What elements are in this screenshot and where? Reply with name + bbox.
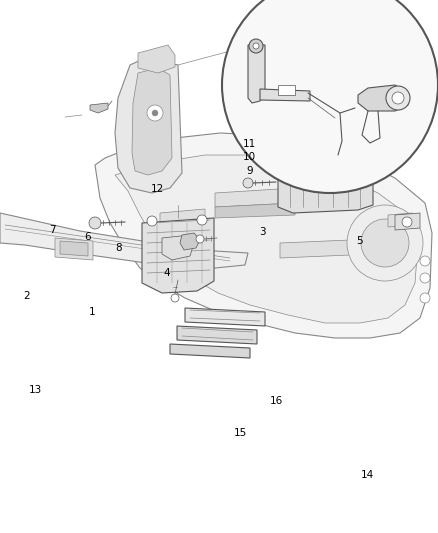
Circle shape (253, 43, 259, 49)
Polygon shape (185, 308, 265, 326)
Polygon shape (280, 240, 350, 258)
Polygon shape (95, 133, 432, 338)
Polygon shape (162, 235, 194, 260)
Circle shape (361, 219, 409, 267)
Circle shape (420, 293, 430, 303)
Polygon shape (278, 85, 295, 95)
Circle shape (89, 217, 101, 229)
Text: 16: 16 (269, 396, 283, 406)
Circle shape (196, 235, 204, 243)
Polygon shape (115, 58, 182, 193)
Text: 2: 2 (23, 291, 30, 301)
Text: 6: 6 (84, 232, 91, 242)
Polygon shape (160, 209, 205, 223)
Circle shape (243, 178, 253, 188)
Polygon shape (132, 68, 172, 175)
Circle shape (420, 273, 430, 283)
Polygon shape (138, 45, 175, 73)
Circle shape (147, 105, 163, 121)
Polygon shape (142, 218, 214, 293)
Circle shape (171, 294, 179, 302)
Text: 11: 11 (243, 139, 256, 149)
Text: 4: 4 (163, 268, 170, 278)
Text: 12: 12 (151, 184, 164, 194)
Polygon shape (55, 238, 93, 260)
Circle shape (356, 158, 366, 168)
Circle shape (222, 0, 438, 193)
Polygon shape (180, 233, 200, 250)
Polygon shape (0, 213, 248, 268)
Circle shape (386, 86, 410, 110)
Circle shape (347, 205, 423, 281)
Polygon shape (90, 103, 108, 113)
Text: 3: 3 (259, 227, 266, 237)
Polygon shape (358, 85, 408, 111)
Circle shape (152, 110, 158, 116)
Polygon shape (215, 188, 295, 207)
Circle shape (197, 215, 207, 225)
Text: 5: 5 (356, 236, 363, 246)
Circle shape (420, 256, 430, 266)
Text: 8: 8 (115, 243, 122, 253)
Text: 13: 13 (28, 385, 42, 395)
Circle shape (249, 39, 263, 53)
Circle shape (392, 92, 404, 104)
Circle shape (147, 216, 157, 226)
Polygon shape (177, 326, 257, 344)
Polygon shape (388, 213, 412, 227)
Polygon shape (260, 89, 310, 101)
Polygon shape (395, 213, 420, 230)
Text: 15: 15 (234, 428, 247, 438)
Circle shape (402, 217, 412, 227)
Text: 9: 9 (246, 166, 253, 175)
Text: 7: 7 (49, 225, 56, 235)
Text: 10: 10 (243, 152, 256, 162)
Polygon shape (170, 344, 250, 358)
Text: 14: 14 (361, 471, 374, 480)
Polygon shape (248, 45, 265, 103)
Polygon shape (278, 161, 373, 213)
Circle shape (283, 159, 293, 169)
Polygon shape (60, 241, 88, 256)
Polygon shape (215, 203, 295, 218)
Polygon shape (115, 155, 418, 323)
Text: 1: 1 (88, 307, 95, 317)
